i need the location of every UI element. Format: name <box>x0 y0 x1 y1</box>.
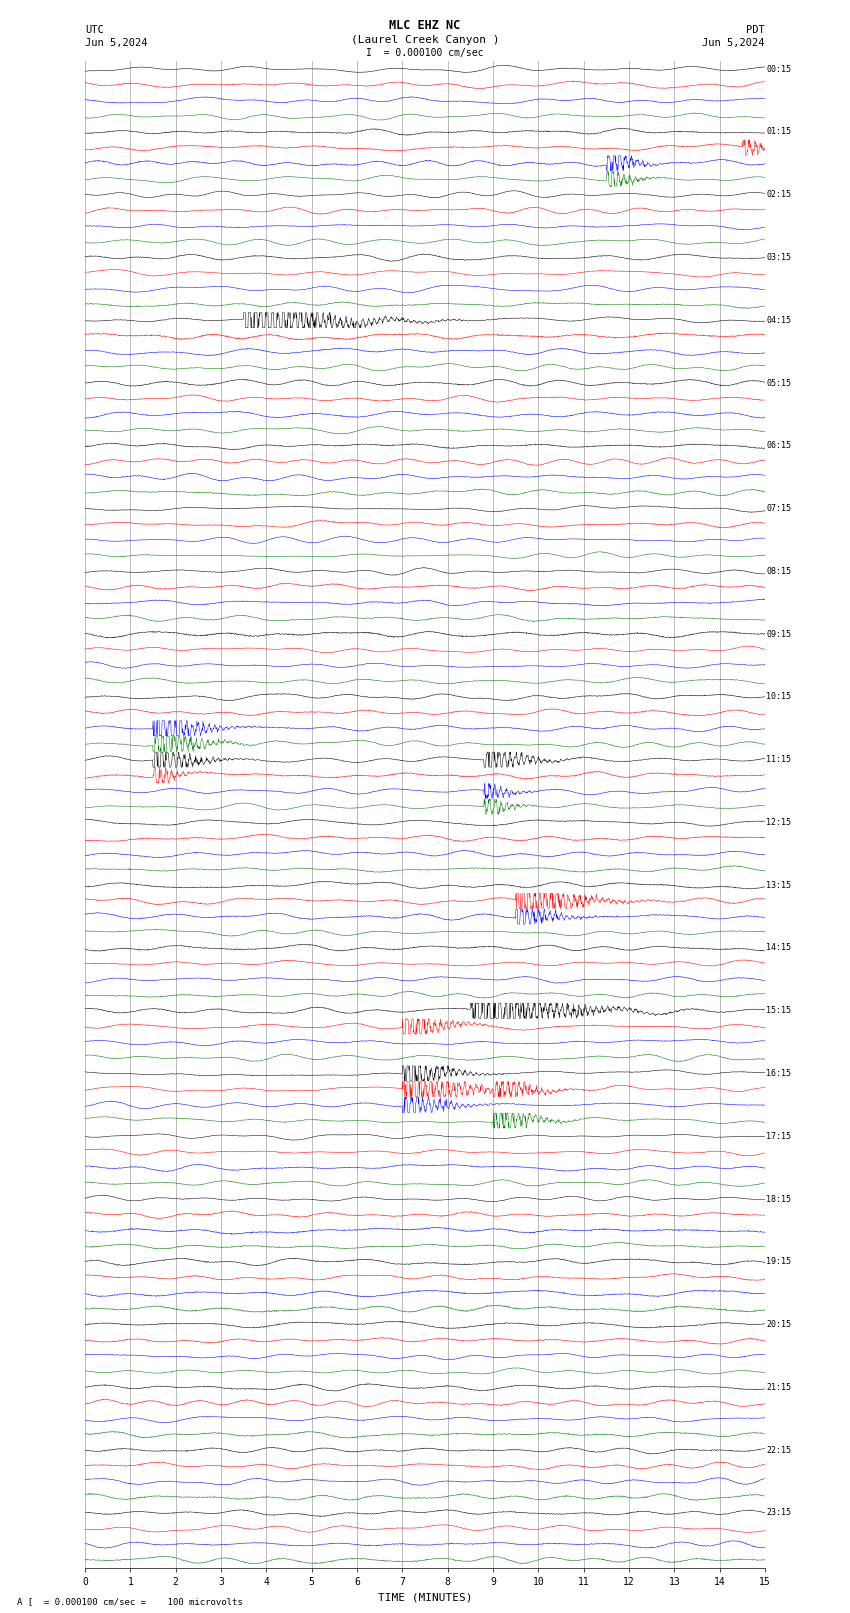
Text: 02:15: 02:15 <box>767 190 791 198</box>
Text: MLC EHZ NC: MLC EHZ NC <box>389 19 461 32</box>
Text: 23:15: 23:15 <box>767 1508 791 1518</box>
Text: A [  = 0.000100 cm/sec =    100 microvolts: A [ = 0.000100 cm/sec = 100 microvolts <box>17 1597 243 1607</box>
Text: (Laurel Creek Canyon ): (Laurel Creek Canyon ) <box>351 35 499 45</box>
Text: 07:15: 07:15 <box>767 503 791 513</box>
Text: 20:15: 20:15 <box>767 1319 791 1329</box>
Text: 01:15: 01:15 <box>767 127 791 137</box>
Text: 13:15: 13:15 <box>767 881 791 890</box>
Text: 18:15: 18:15 <box>767 1195 791 1203</box>
X-axis label: TIME (MINUTES): TIME (MINUTES) <box>377 1592 473 1602</box>
Text: 00:15: 00:15 <box>767 65 791 74</box>
Text: 17:15: 17:15 <box>767 1132 791 1140</box>
Text: 12:15: 12:15 <box>767 818 791 827</box>
Text: 16:15: 16:15 <box>767 1069 791 1077</box>
Text: 03:15: 03:15 <box>767 253 791 261</box>
Text: I  = 0.000100 cm/sec: I = 0.000100 cm/sec <box>366 48 484 58</box>
Text: 04:15: 04:15 <box>767 316 791 324</box>
Text: 06:15: 06:15 <box>767 442 791 450</box>
Text: 21:15: 21:15 <box>767 1382 791 1392</box>
Text: 10:15: 10:15 <box>767 692 791 702</box>
Text: 19:15: 19:15 <box>767 1257 791 1266</box>
Text: 05:15: 05:15 <box>767 379 791 387</box>
Text: 09:15: 09:15 <box>767 629 791 639</box>
Text: PDT: PDT <box>746 26 765 35</box>
Text: 11:15: 11:15 <box>767 755 791 765</box>
Text: 14:15: 14:15 <box>767 944 791 952</box>
Text: 08:15: 08:15 <box>767 566 791 576</box>
Text: Jun 5,2024: Jun 5,2024 <box>85 39 148 48</box>
Text: UTC: UTC <box>85 26 104 35</box>
Text: Jun 5,2024: Jun 5,2024 <box>702 39 765 48</box>
Text: 22:15: 22:15 <box>767 1445 791 1455</box>
Text: 15:15: 15:15 <box>767 1007 791 1015</box>
